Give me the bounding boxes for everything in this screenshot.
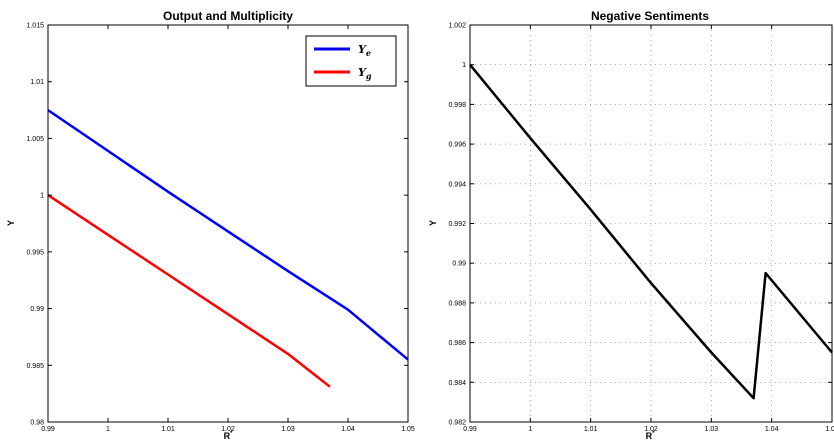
y-tick-label: 0.994 — [448, 181, 466, 188]
series-line-0 — [469, 63, 833, 400]
y-tick-label: 0.982 — [448, 420, 466, 427]
x-axis-label-text: R — [646, 431, 653, 441]
y-tick-label: 1.002 — [448, 23, 466, 30]
y-tick-label: 0.996 — [448, 142, 466, 149]
x-tick-label: 1.03 — [705, 426, 719, 433]
y-tick-label: 1.005 — [26, 136, 44, 143]
chart-output-and-multiplicity: Output and Multiplicity 0.99 1 1.01 1.02 1.0… — [6, 9, 415, 441]
series-line-0 — [47, 109, 409, 361]
chart-negative-sentiments: Negative Sentiments 0.99 1 1.01 1.02 1.03 1.0… — [428, 9, 834, 441]
series-line-1 — [47, 194, 331, 388]
legend-label-ye-sub: e — [366, 48, 371, 58]
x-axis-label-superscript: * — [652, 431, 655, 437]
legend: Ye Yg — [305, 35, 397, 87]
plot-lines — [47, 109, 409, 388]
y-axis-label: Y — [6, 220, 16, 226]
x-tick-label: 1 — [106, 426, 110, 433]
y-tick-label: 0.99 — [452, 261, 466, 268]
legend-label-ye-main: Y — [358, 43, 367, 56]
y-axis-ticks: 0.98 0.985 0.99 0.995 1 1.005 1.01 1.015 — [26, 23, 408, 427]
y-axis-label: Y — [428, 220, 438, 226]
y-tick-label: 1.015 — [26, 23, 44, 30]
x-tick-label: 1.04 — [341, 426, 355, 433]
x-tick-label: 1.05 — [825, 426, 834, 433]
x-tick-label: 1 — [528, 426, 532, 433]
x-tick-label: 1.05 — [401, 426, 415, 433]
legend-label-ye: Ye — [358, 43, 371, 58]
y-tick-label: 0.998 — [448, 102, 466, 109]
x-axis-label-superscript: * — [230, 431, 233, 437]
x-tick-label: 0.99 — [41, 426, 55, 433]
y-axis-ticks: 0.982 0.984 0.986 0.988 0.99 0.992 0.994 0.996 0… — [448, 23, 832, 427]
legend-label-yg-main: Y — [358, 66, 367, 79]
x-tick-label: 1.01 — [584, 426, 598, 433]
legend-box — [305, 35, 397, 87]
x-axis-label: R* — [646, 431, 656, 441]
y-tick-label: 0.995 — [26, 249, 44, 256]
x-axis-label-text: R — [224, 431, 231, 441]
x-tick-label: 1.03 — [281, 426, 295, 433]
x-tick-label: 1.04 — [765, 426, 779, 433]
y-tick-label: 0.985 — [26, 363, 44, 370]
legend-label-yg-sub: g — [366, 71, 372, 81]
y-tick-label: 0.988 — [448, 300, 466, 307]
y-tick-label: 1.01 — [30, 79, 44, 86]
plot-lines — [469, 63, 833, 400]
grid — [469, 24, 833, 423]
x-axis-ticks: 0.99 1 1.01 1.02 1.03 1.04 1.05 — [463, 25, 834, 433]
y-tick-label: 1 — [462, 62, 466, 69]
x-tick-label: 1.02 — [221, 426, 235, 433]
y-tick-label: 0.98 — [30, 420, 44, 427]
y-tick-label: 0.992 — [448, 221, 466, 228]
chart-title: Output and Multiplicity — [163, 9, 293, 23]
legend-label-yg: Yg — [358, 66, 372, 81]
x-axis-ticks: 0.99 1 1.01 1.02 1.03 1.04 1.05 — [41, 25, 415, 433]
y-tick-label: 0.986 — [448, 340, 466, 347]
x-tick-label: 0.99 — [463, 426, 477, 433]
x-tick-label: 1.01 — [161, 426, 175, 433]
x-tick-label: 1.02 — [644, 426, 658, 433]
y-tick-label: 1 — [40, 193, 44, 200]
x-axis-label: R* — [224, 431, 234, 441]
chart-title: Negative Sentiments — [591, 9, 709, 23]
y-tick-label: 0.99 — [30, 306, 44, 313]
y-tick-label: 0.984 — [448, 380, 466, 387]
